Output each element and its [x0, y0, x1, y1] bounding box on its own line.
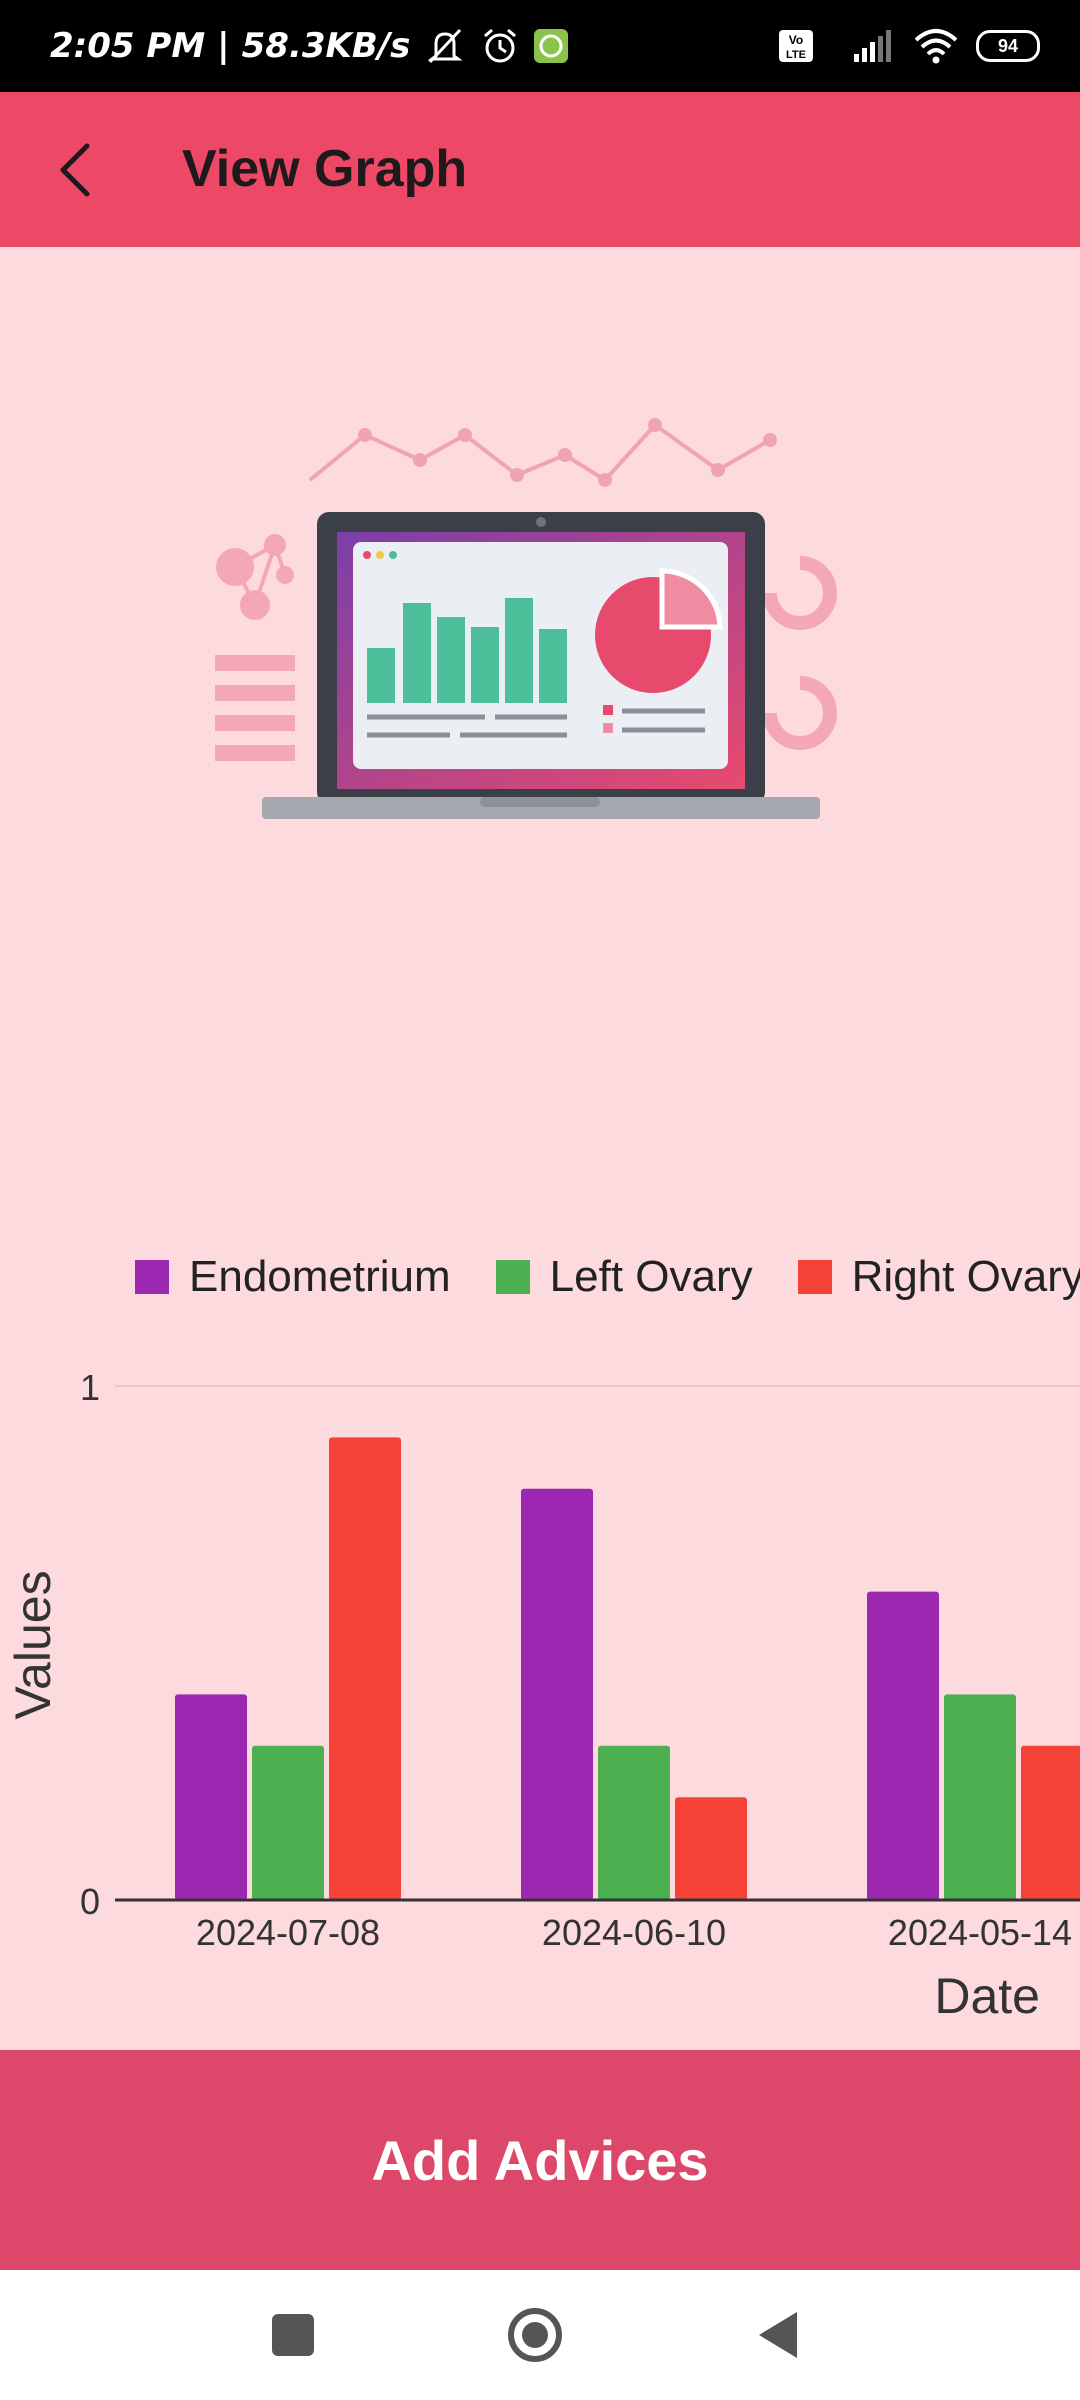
status-left: 2:05 PM | 58.3KB/s: [50, 0, 570, 92]
legend-swatch: [797, 1260, 832, 1294]
chart-legend: Endometrium Left Ovary Right Ovary: [135, 1245, 1080, 1309]
recents-button[interactable]: [258, 2300, 328, 2370]
x-axis-title: Date: [934, 1968, 1040, 2024]
bar-endometrium-2024-07-08: [175, 1694, 247, 1900]
add-advices-button[interactable]: Add Advices: [0, 2050, 1080, 2270]
bar-right-ovary-2024-05-14: [1021, 1745, 1080, 1900]
alarm-icon: [484, 28, 517, 63]
system-nav-bar: [0, 2270, 1080, 2400]
bar-right-ovary-2024-07-08: [329, 1437, 401, 1900]
bar-group: [175, 1437, 1080, 1900]
status-bar: 2:05 PM | 58.3KB/s Vo LTE: [0, 0, 1080, 92]
legend-label: Right Ovary: [851, 1252, 1080, 1301]
legend-label: Endometrium: [189, 1252, 451, 1301]
battery-level: 94: [997, 35, 1019, 56]
legend-item-endometrium: Endometrium: [135, 1252, 451, 1302]
bar-left-ovary-2024-07-08: [252, 1745, 324, 1900]
signal-icon: [854, 30, 891, 62]
legend-label: Left Ovary: [549, 1252, 753, 1301]
wifi-icon: [914, 29, 958, 64]
svg-text:Vo: Vo: [789, 33, 803, 47]
top-line-decoration: [308, 422, 771, 483]
legend-item-left-ovary: Left Ovary: [495, 1252, 753, 1302]
home-button[interactable]: [500, 2300, 570, 2370]
laptop-icon: [262, 512, 820, 819]
legend-swatch: [135, 1260, 169, 1294]
svg-text:LTE: LTE: [786, 49, 806, 61]
status-speed: 58.3KB/s: [241, 26, 411, 66]
x-tick-labels: 2024-07-08 2024-06-10 2024-05-14: [196, 1912, 1072, 1953]
app-bar: View Graph: [0, 92, 1080, 247]
status-separator: |: [217, 26, 230, 66]
molecule-decoration: [216, 534, 294, 620]
volte-icon: Vo LTE: [779, 30, 813, 62]
bar-left-ovary-2024-06-10: [598, 1745, 670, 1900]
app-notification-icon: [534, 29, 569, 63]
back-nav-button[interactable]: [745, 2300, 815, 2370]
x-tick-label: 2024-07-08: [196, 1912, 380, 1953]
bar-chart: 1 0 Values 2024-07-08 2024-06-10 2024-05-1…: [5, 1367, 1080, 2024]
x-tick-label: 2024-06-10: [542, 1912, 726, 1953]
back-arrow-icon: [60, 143, 90, 196]
bar-endometrium-2024-05-14: [867, 1591, 939, 1900]
legend-swatch: [495, 1260, 530, 1294]
analytics-illustration: [215, 418, 837, 819]
ring-decoration: [763, 556, 837, 750]
x-tick-label: 2024-05-14: [888, 1912, 1072, 1953]
y-tick-label-max: 1: [80, 1367, 100, 1408]
status-right: Vo LTE 94: [778, 0, 1040, 92]
battery-indicator: 94: [976, 30, 1040, 62]
page-title: View Graph: [182, 140, 468, 198]
y-tick-label-min: 0: [80, 1881, 100, 1922]
mute-icon: [427, 28, 463, 64]
back-button[interactable]: [40, 132, 110, 207]
add-advices-label: Add Advices: [371, 2128, 709, 2192]
bar-right-ovary-2024-06-10: [675, 1797, 747, 1900]
lines-decoration: [215, 655, 295, 761]
bar-left-ovary-2024-05-14: [944, 1694, 1016, 1900]
status-time: 2:05 PM: [50, 26, 206, 66]
legend-item-right-ovary: Right Ovary: [797, 1252, 1080, 1302]
bar-endometrium-2024-06-10: [521, 1488, 593, 1900]
y-axis-title: Values: [5, 1570, 61, 1719]
